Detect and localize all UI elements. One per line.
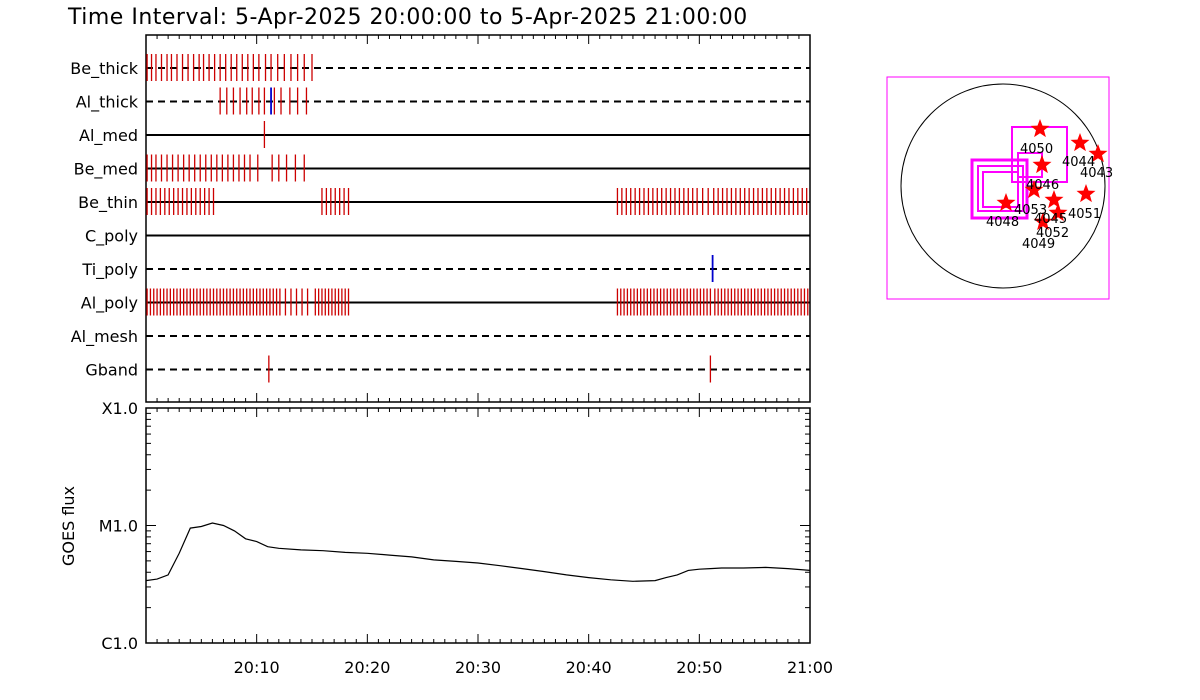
row-label-C_poly: C_poly xyxy=(85,227,138,247)
flare-star-icon xyxy=(1033,212,1053,231)
solar-limb xyxy=(900,83,1106,289)
flare-star-icon xyxy=(1048,203,1068,222)
map-frame xyxy=(886,76,1110,300)
flare-star-icon xyxy=(1088,144,1108,163)
region-label: 4053 xyxy=(1014,203,1047,218)
y-tick-label: X1.0 xyxy=(102,399,138,418)
row-label-Be_med: Be_med xyxy=(74,160,138,180)
flare-star-icon xyxy=(1070,133,1090,152)
x-tick-label: 20:50 xyxy=(676,658,722,677)
row-label-Al_mesh: Al_mesh xyxy=(71,327,138,347)
region-label: 4046 xyxy=(1026,178,1059,193)
x-tick-label: 20:40 xyxy=(566,658,612,677)
y-tick-label: M1.0 xyxy=(99,517,138,536)
region-label: 4045 xyxy=(1034,212,1067,227)
flare-star-icon xyxy=(1030,119,1050,138)
goes-flux-panel: C1.0 M1.0 X1.0 GOES flux 20:10 20:20 20:30 20:4… xyxy=(59,399,833,677)
flare-star-icon xyxy=(996,193,1016,212)
region-label: 4052 xyxy=(1036,226,1069,241)
region-label: 4048 xyxy=(986,215,1019,230)
goes-panel-frame xyxy=(145,407,811,644)
row-label-Al_thick: Al_thick xyxy=(76,93,139,113)
x-tick-label: 20:10 xyxy=(234,658,280,677)
row-label-Gband: Gband xyxy=(85,361,138,380)
region-label: 4043 xyxy=(1080,166,1113,181)
x-tick-label: 20:20 xyxy=(344,658,390,677)
row-label-Be_thick: Be_thick xyxy=(70,59,138,79)
region-label: 4051 xyxy=(1068,207,1101,222)
x-tick-label: 21:00 xyxy=(787,658,833,677)
y-axis-label: GOES flux xyxy=(59,486,78,566)
y-tick-label: C1.0 xyxy=(101,634,138,653)
x-tick-label: 20:30 xyxy=(455,658,501,677)
row-label-Al_med: Al_med xyxy=(79,126,138,146)
flare-star-icon xyxy=(1076,184,1096,203)
flare-star-icon xyxy=(1024,180,1044,199)
flare-star-icon xyxy=(1044,190,1064,209)
filter-panel: Be_thick Al_thick Al_med Be_med Be_thin C_pol… xyxy=(70,34,811,403)
flare-box xyxy=(982,171,1019,208)
region-label: 4050 xyxy=(1020,142,1053,157)
row-label-Ti_poly: Ti_poly xyxy=(81,260,138,280)
row-label-Al_poly: Al_poly xyxy=(81,294,138,314)
time-interval-title: Time Interval: 5-Apr-2025 20:00:00 to 5-… xyxy=(67,5,748,30)
goes-flux-line xyxy=(145,522,811,582)
region-label: 4044 xyxy=(1062,155,1095,170)
filter-panel-frame xyxy=(145,34,811,403)
flare-box xyxy=(977,165,1024,212)
flare-star-icon xyxy=(1032,155,1052,174)
flare-box xyxy=(970,158,1029,220)
region-label: 4049 xyxy=(1022,237,1055,252)
row-label-Be_thin: Be_thin xyxy=(78,193,138,213)
